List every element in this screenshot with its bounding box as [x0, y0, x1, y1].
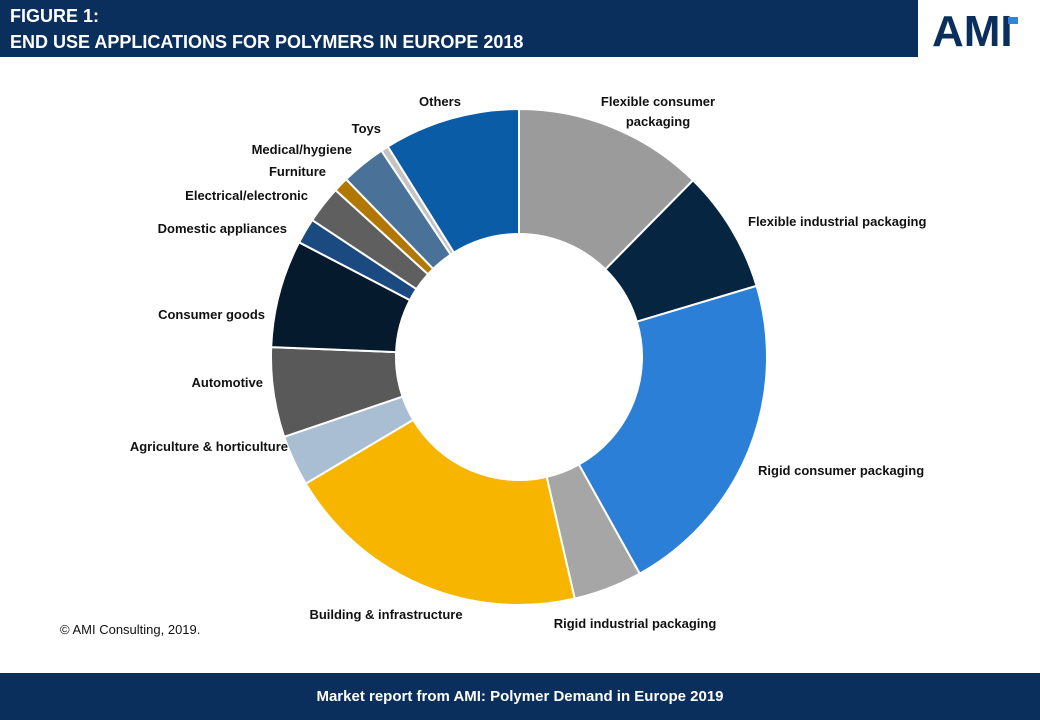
label-domestic-appliances: Domestic appliances [158, 221, 287, 236]
donut-slices [270, 107, 768, 606]
label-automotive: Automotive [192, 375, 264, 390]
label-consumer-goods: Consumer goods [158, 307, 265, 322]
footer-banner: Market report from AMI: Polymer Demand i… [0, 673, 1040, 720]
label-rigid-industrial-packaging: Rigid industrial packaging [554, 616, 717, 631]
figure-header: FIGURE 1: END USE APPLICATIONS FOR POLYM… [0, 0, 918, 57]
label-agriculture-and-horticulture: Agriculture & horticulture [130, 439, 288, 454]
donut-chart-svg: Flexible consumer packaging Flexible indus… [130, 94, 927, 631]
label-electrical-electronic: Electrical/electronic [185, 188, 308, 203]
slice-building-and-infrastructure [304, 418, 576, 606]
label-flexible-consumer-packaging: Flexible consumer packaging [601, 94, 715, 129]
ami-logo-accent [1008, 17, 1018, 24]
donut-chart: Flexible consumer packaging Flexible indus… [0, 57, 1040, 673]
label-others: Others [419, 94, 461, 109]
figure-title: END USE APPLICATIONS FOR POLYMERS IN EUR… [10, 32, 524, 52]
label-medical-hygiene: Medical/hygiene [252, 142, 352, 157]
label-building-and-infrastructure: Building & infrastructure [309, 607, 462, 622]
copyright-note: © AMI Consulting, 2019. [60, 622, 201, 637]
label-furniture: Furniture [269, 164, 326, 179]
label-rigid-consumer-packaging: Rigid consumer packaging [758, 463, 924, 478]
ami-logo-text: AMI [932, 8, 1013, 50]
slice-others [386, 107, 520, 254]
slice-rigid-consumer-packaging [577, 284, 768, 576]
ami-logo-mark: AMI [932, 8, 1018, 50]
label-flexible-industrial-packaging: Flexible industrial packaging [748, 214, 926, 229]
ami-logo: AMI [918, 0, 1040, 57]
label-toys: Toys [352, 121, 381, 136]
slice-labels: Flexible consumer packaging Flexible indus… [130, 94, 927, 631]
figure-label: FIGURE 1: [10, 6, 100, 26]
